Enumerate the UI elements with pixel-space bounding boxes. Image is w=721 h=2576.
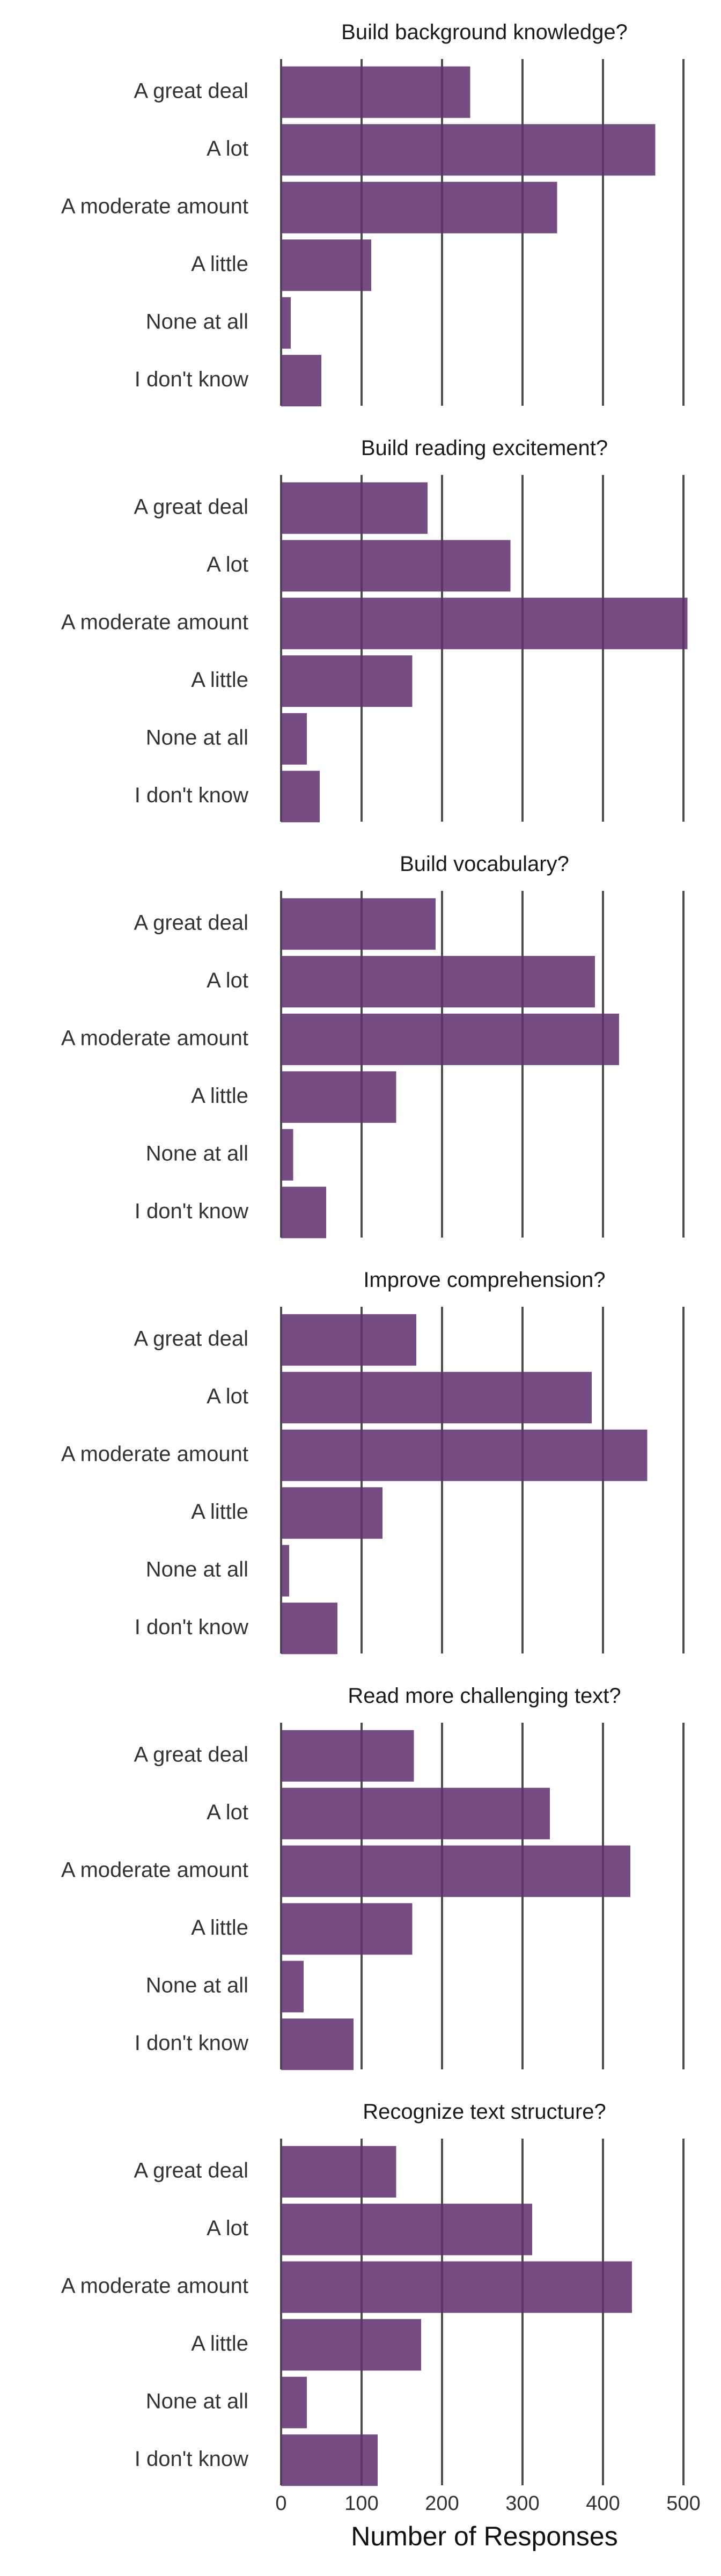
category-label: A lot (207, 2216, 248, 2240)
bar (281, 1071, 396, 1123)
x-tick-label: 500 (666, 2492, 700, 2515)
category-label: None at all (146, 726, 248, 749)
category-label: A moderate amount (61, 1858, 248, 1882)
bar (281, 1730, 414, 1782)
bar (281, 2434, 378, 2486)
category-label: None at all (146, 1557, 248, 1581)
bar (281, 1788, 550, 1840)
facet-panel: Build vocabulary? A great deal A lot A mode… (61, 852, 685, 1239)
bar (281, 355, 321, 407)
category-label: I don't know (135, 2031, 248, 2055)
bar (281, 1013, 619, 1065)
category-label: I don't know (135, 1615, 248, 1639)
bar (281, 66, 470, 118)
bar (281, 1960, 304, 2012)
facet-title: Build reading excitement? (361, 436, 608, 460)
x-tick-label: 200 (425, 2492, 459, 2515)
bar (281, 181, 557, 233)
category-label: A little (191, 252, 248, 276)
facet-panel: Recognize text structure? A great deal A l… (61, 2100, 685, 2486)
bar (281, 1187, 326, 1239)
facet-title: Improve comprehension? (363, 1268, 605, 1292)
bar (281, 2376, 307, 2428)
category-label: A lot (207, 137, 248, 160)
x-tick-label: 0 (275, 2492, 286, 2515)
category-label: I don't know (135, 1199, 248, 1223)
bar (281, 124, 656, 176)
facet-title: Build vocabulary? (400, 852, 569, 876)
category-label: A lot (207, 1385, 248, 1408)
bar (281, 1129, 293, 1181)
x-tick-label: 100 (344, 2492, 378, 2515)
category-label: A moderate amount (61, 1026, 248, 1050)
bar (281, 540, 511, 592)
category-label: A great deal (134, 79, 249, 103)
bar (281, 482, 428, 534)
bar (281, 1372, 592, 1424)
bar (281, 956, 595, 1008)
category-label: A little (191, 668, 248, 692)
category-label: A lot (207, 1801, 248, 1824)
category-label: None at all (146, 1141, 248, 1165)
x-tick-label: 300 (505, 2492, 539, 2515)
bar (281, 1845, 630, 1897)
category-label: A moderate amount (61, 194, 248, 218)
category-label: A lot (207, 553, 248, 576)
facet-title: Read more challenging text? (348, 1684, 621, 1708)
category-label: A little (191, 1500, 248, 1524)
facet-panel: Build background knowledge? A great deal A… (61, 20, 685, 407)
category-label: None at all (146, 310, 248, 333)
bar (281, 297, 291, 349)
category-label: A great deal (134, 495, 249, 518)
category-label: None at all (146, 2389, 248, 2413)
bar (281, 713, 307, 765)
category-label: I don't know (135, 368, 248, 391)
bar (281, 597, 688, 649)
category-label: None at all (146, 1973, 248, 1997)
bar (281, 1602, 337, 1655)
category-label: A lot (207, 969, 248, 992)
facet-title: Build background knowledge? (341, 20, 628, 44)
bar (281, 771, 320, 823)
bar (281, 2204, 532, 2256)
category-label: A little (191, 1084, 248, 1108)
bar (281, 1545, 289, 1597)
facet-panel: Read more challenging text? A great deal A… (61, 1684, 685, 2070)
category-label: A moderate amount (61, 610, 248, 634)
category-label: A moderate amount (61, 2274, 248, 2297)
bar (281, 239, 371, 291)
category-label: I don't know (135, 784, 248, 807)
category-label: A moderate amount (61, 1442, 248, 1466)
x-axis-ticks: 0 100 200 300 400 500 (275, 2492, 700, 2515)
bar (281, 1429, 648, 1481)
x-axis-title: Number of Responses (351, 2521, 617, 2551)
bar (281, 2146, 396, 2198)
bar (281, 2018, 354, 2070)
bar (281, 1487, 382, 1539)
chart-facets: Build background knowledge? A great deal A… (61, 20, 688, 2486)
x-tick-label: 400 (586, 2492, 620, 2515)
bar (281, 655, 413, 707)
category-label: A great deal (134, 2158, 249, 2182)
bar (281, 2319, 421, 2371)
bar (281, 1903, 413, 1955)
bar (281, 1314, 416, 1366)
facet-title: Recognize text structure? (363, 2100, 606, 2124)
category-label: A great deal (134, 1743, 249, 1766)
category-label: A great deal (134, 1327, 249, 1350)
facet-panel: Improve comprehension? A great deal A lot A… (61, 1268, 685, 1655)
bar (281, 2261, 632, 2313)
category-label: A great deal (134, 911, 249, 934)
category-label: A little (191, 1916, 248, 1940)
category-label: I don't know (135, 2447, 248, 2471)
bar (281, 898, 436, 950)
category-label: A little (191, 2332, 248, 2355)
facet-panel: Build reading excitement? A great deal A l… (61, 436, 688, 823)
